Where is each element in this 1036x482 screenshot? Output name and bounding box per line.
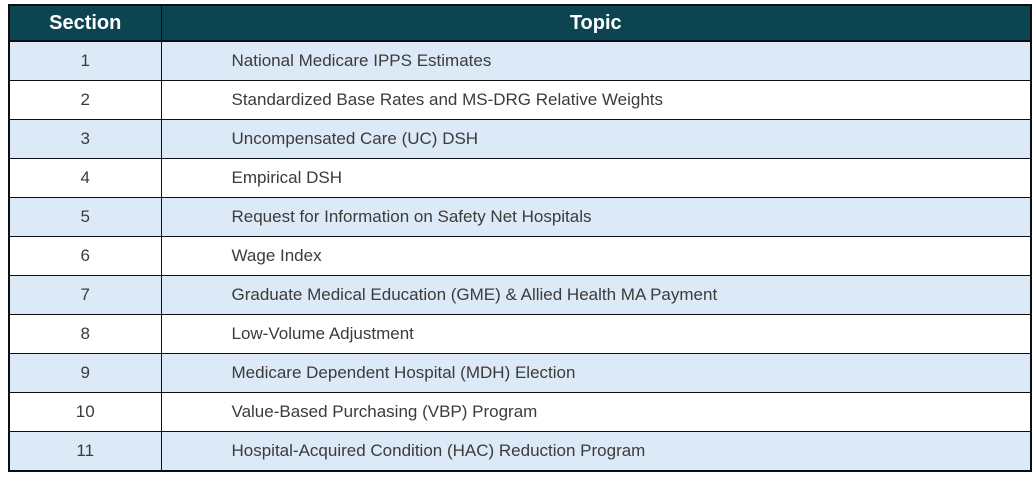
section-number-cell: 10: [8, 392, 162, 432]
column-header-topic: Topic: [160, 4, 1032, 42]
topic-cell: Value-Based Purchasing (VBP) Program: [160, 392, 1032, 432]
topic-cell: National Medicare IPPS Estimates: [160, 40, 1032, 81]
table-row: 1 National Medicare IPPS Estimates: [8, 40, 1032, 81]
section-number-cell: 4: [8, 158, 162, 198]
topic-cell: Low-Volume Adjustment: [160, 314, 1032, 354]
section-number-cell: 5: [8, 197, 162, 237]
section-number-cell: 3: [8, 119, 162, 159]
table-row: 11 Hospital-Acquired Condition (HAC) Redu…: [8, 431, 1032, 472]
table-row: 4 Empirical DSH: [8, 158, 1032, 198]
section-number-cell: 7: [8, 275, 162, 315]
table-body: 1 National Medicare IPPS Estimates 2 Standa…: [8, 40, 1032, 472]
topic-cell: Hospital-Acquired Condition (HAC) Reduct…: [160, 431, 1032, 472]
table-row: 10 Value-Based Purchasing (VBP) Program: [8, 392, 1032, 432]
section-number-cell: 6: [8, 236, 162, 276]
section-number-cell: 2: [8, 80, 162, 120]
topic-cell: Empirical DSH: [160, 158, 1032, 198]
section-number-cell: 11: [8, 431, 162, 472]
table-row: 9 Medicare Dependent Hospital (MDH) Elect…: [8, 353, 1032, 393]
section-topic-table: Section Topic 1 National Medicare IPPS Es…: [8, 4, 1032, 472]
column-header-section: Section: [8, 4, 162, 42]
topic-cell: Wage Index: [160, 236, 1032, 276]
table-row: 6 Wage Index: [8, 236, 1032, 276]
topic-cell: Request for Information on Safety Net Ho…: [160, 197, 1032, 237]
table-row: 3 Uncompensated Care (UC) DSH: [8, 119, 1032, 159]
topic-cell: Standardized Base Rates and MS-DRG Relat…: [160, 80, 1032, 120]
table-header-row: Section Topic: [8, 4, 1032, 42]
section-number-cell: 1: [8, 40, 162, 81]
table-row: 5 Request for Information on Safety Net H…: [8, 197, 1032, 237]
table-row: 8 Low-Volume Adjustment: [8, 314, 1032, 354]
section-number-cell: 9: [8, 353, 162, 393]
topic-cell: Uncompensated Care (UC) DSH: [160, 119, 1032, 159]
section-number-cell: 8: [8, 314, 162, 354]
topic-cell: Graduate Medical Education (GME) & Allie…: [160, 275, 1032, 315]
topic-cell: Medicare Dependent Hospital (MDH) Electi…: [160, 353, 1032, 393]
table-row: 7 Graduate Medical Education (GME) & Alli…: [8, 275, 1032, 315]
table-row: 2 Standardized Base Rates and MS-DRG Rela…: [8, 80, 1032, 120]
